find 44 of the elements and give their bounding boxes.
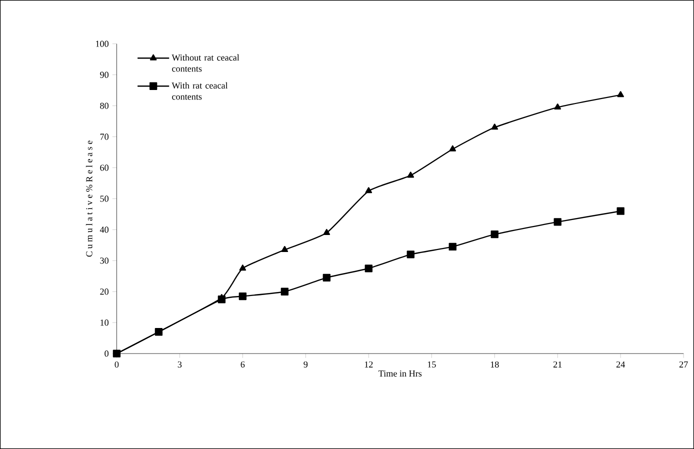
x-axis-title: Time in Hrs	[378, 370, 422, 377]
point	[490, 230, 498, 238]
y-tick-label: 70	[100, 134, 108, 140]
point	[323, 228, 330, 235]
point	[407, 172, 414, 178]
y-tick-label: 50	[100, 196, 108, 202]
x-tick-label: 12	[364, 361, 373, 368]
point	[491, 124, 498, 130]
legend-label: Without rat ceacal contents	[172, 54, 240, 72]
y-axis-title: C u m u l a t i v e % R e l e a s e	[86, 140, 92, 257]
y-tick-label: 30	[100, 258, 108, 264]
y-tick-label: 100	[96, 40, 108, 47]
x-tick-label: 3	[178, 361, 182, 368]
x-tick-label: 9	[304, 361, 308, 368]
point	[364, 264, 372, 272]
point	[365, 187, 372, 194]
point	[218, 296, 226, 304]
x-tick-label: 21	[553, 361, 562, 368]
point	[322, 274, 330, 282]
y-tick-label: 80	[100, 102, 108, 109]
y-tick-label: 20	[100, 288, 108, 295]
y-tick-label: 0	[104, 350, 108, 357]
point	[617, 91, 624, 98]
point	[448, 242, 456, 251]
point	[281, 246, 288, 252]
point	[449, 145, 456, 152]
x-tick-label: 15	[428, 361, 436, 368]
point	[280, 288, 289, 296]
y-tick-label: 40	[100, 226, 108, 233]
x-tick-label: 18	[490, 361, 499, 368]
x-tick-label: 0	[114, 361, 119, 368]
x-tick-label: 24	[616, 361, 625, 368]
point	[238, 292, 247, 300]
legend-label: With rat ceacal contents	[172, 82, 228, 100]
y-tick-label: 60	[100, 164, 108, 171]
x-tick-label: 6	[240, 361, 245, 368]
x-tick-label: 27	[679, 361, 688, 368]
point	[554, 218, 562, 226]
point	[406, 250, 414, 258]
point	[239, 264, 246, 271]
y-tick-label: 90	[100, 72, 108, 78]
point	[616, 207, 624, 215]
y-tick-label: 10	[100, 320, 108, 326]
point	[554, 103, 562, 110]
